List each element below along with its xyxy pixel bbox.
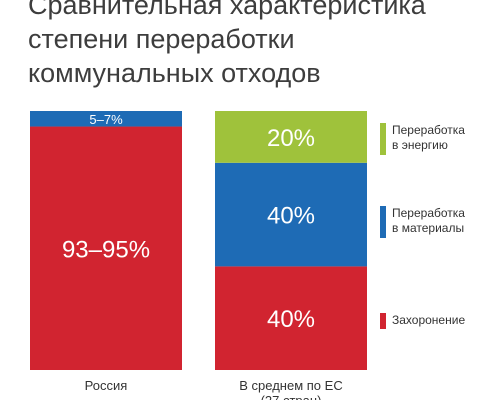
data-label-1-2: 20%	[267, 125, 315, 152]
legend-label-0-0: Переработка	[392, 123, 465, 137]
bar-segment-0-1	[30, 111, 182, 127]
data-label-1-1: 40%	[267, 203, 315, 230]
bar-segment-1-1	[215, 162, 367, 267]
data-label-1-0: 40%	[267, 306, 315, 333]
bar-segment-1-2	[215, 111, 367, 163]
legend-swatch-2	[380, 313, 386, 329]
title-line-1: Сравнительная характеристика	[28, 0, 426, 20]
legend-swatch-1	[380, 206, 386, 238]
category-label-1: В среднем по ЕС	[239, 378, 342, 393]
legend-label-1-0: Переработка	[392, 206, 465, 220]
title-line-2: степени переработки	[28, 24, 295, 54]
legend-label-0-1: в энергию	[392, 138, 448, 152]
title-line-3: коммунальных отходов	[28, 58, 321, 88]
bar-segment-1-0	[215, 266, 367, 370]
category-label-0: Россия	[85, 378, 128, 393]
data-label-0-0: 93–95%	[62, 236, 150, 263]
data-label-0-1: 5–7%	[89, 112, 123, 127]
bar-segment-0-0	[30, 126, 182, 370]
legend-label-2-0: Захоронение	[392, 313, 465, 327]
category-subtext-1: (27 стран)	[261, 393, 322, 400]
legend-swatch-0	[380, 123, 386, 155]
legend-label-1-1: в материалы	[392, 221, 464, 235]
chart-title: Сравнительная характеристика степени пер…	[28, 0, 488, 90]
